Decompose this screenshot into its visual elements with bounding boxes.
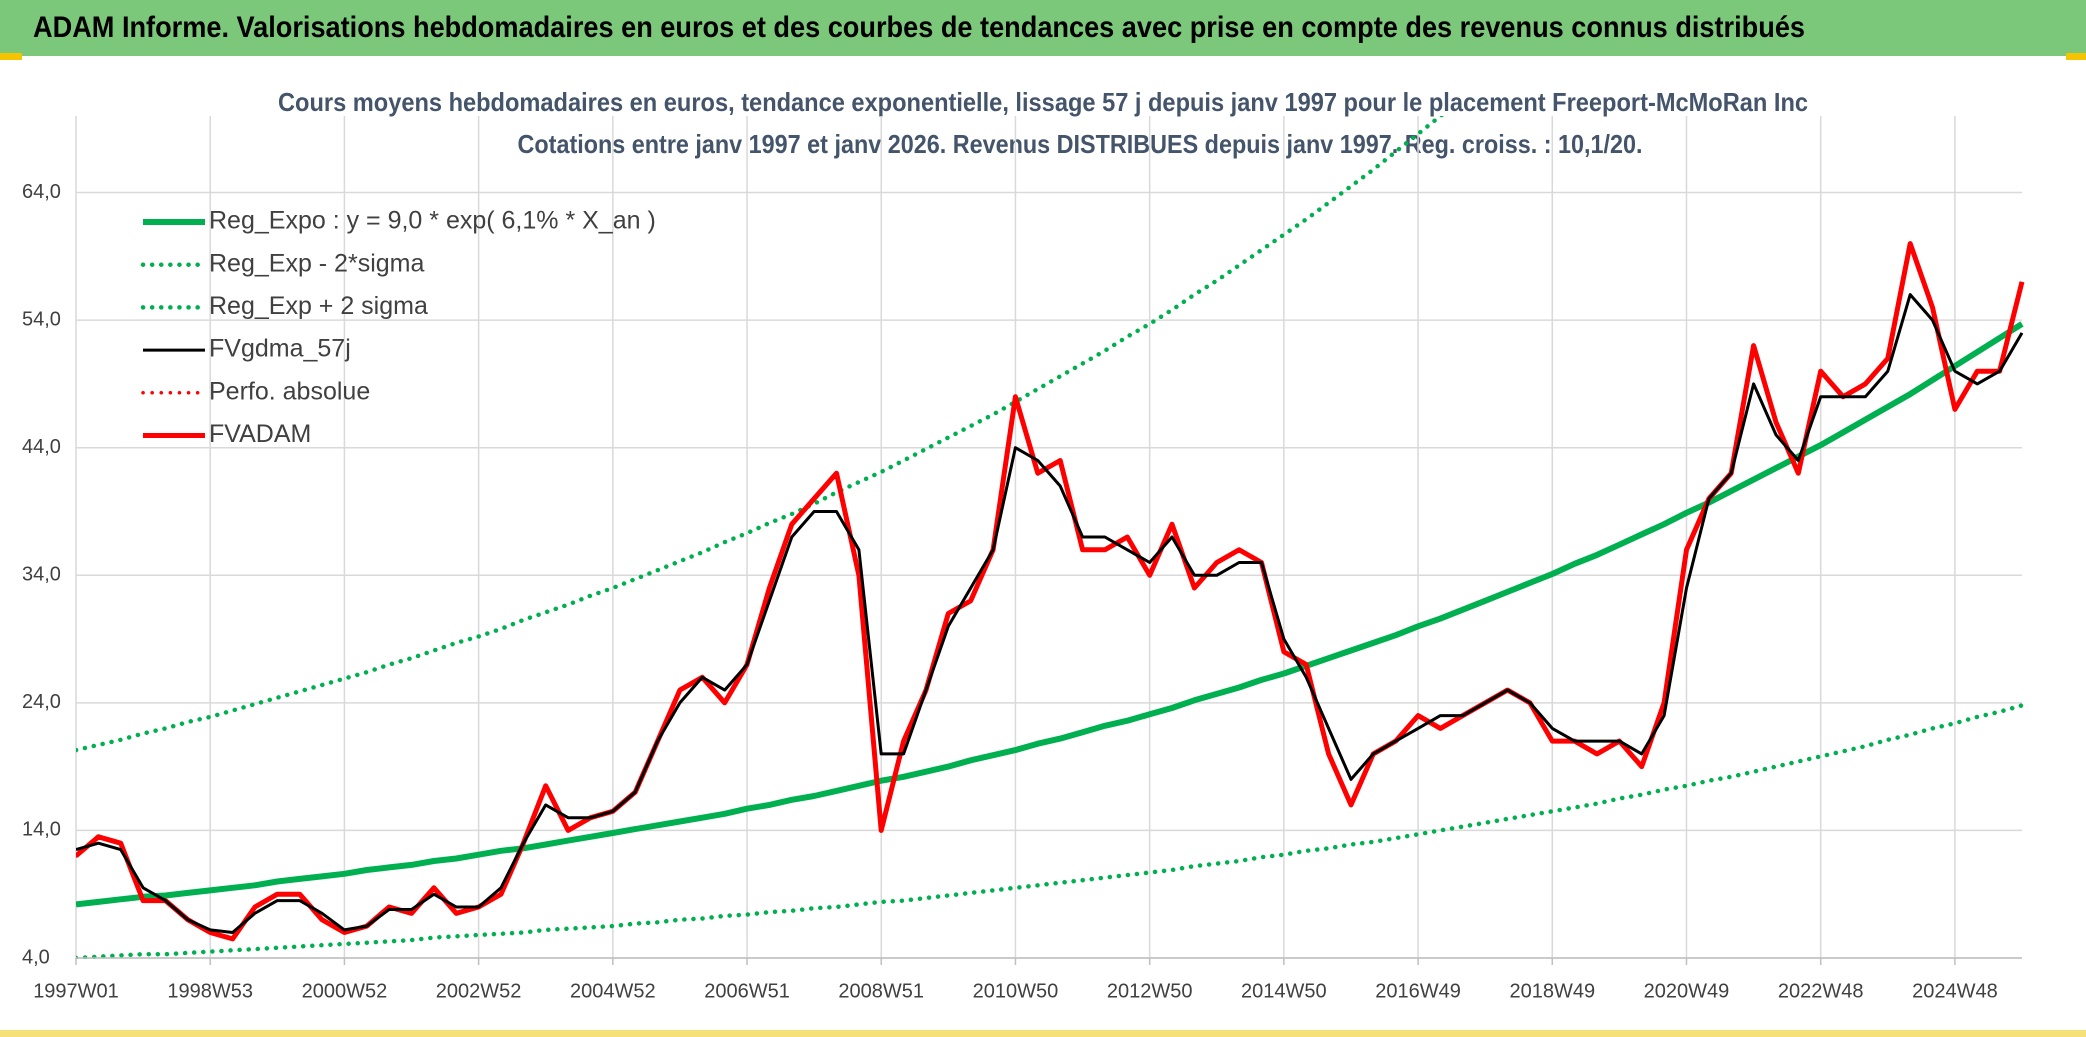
y-tick-label: 44,0	[22, 436, 61, 458]
legend: Reg_Expo : y = 9,0 * exp( 6,1% * X_an ) R…	[140, 207, 656, 448]
x-tick-label: 1997W01	[33, 980, 119, 1002]
y-tick-label: 64,0	[22, 181, 61, 203]
y-tick-label: 14,0	[22, 819, 61, 841]
x-tick-label: 2016W49	[1375, 980, 1461, 1002]
legend-label: Perfo. absolue	[209, 377, 370, 405]
axes: 4,0 14,0 24,0 34,0 44,0 54,0 64,0 1997W01 1998W5…	[22, 181, 2022, 1002]
x-tick-label: 2008W51	[838, 980, 924, 1002]
x-tick-label: 2022W48	[1778, 980, 1864, 1002]
corner-accent	[0, 53, 22, 60]
y-tick-label: 4,0	[22, 946, 50, 968]
x-tick-label: 2012W50	[1107, 980, 1193, 1002]
legend-label: FVADAM	[209, 420, 311, 448]
y-tick-label: 34,0	[22, 564, 61, 586]
x-tick-label: 1998W53	[167, 980, 253, 1002]
y-tick-label: 54,0	[22, 308, 61, 330]
series-line	[76, 293, 2024, 934]
y-tick-label: 24,0	[22, 691, 61, 713]
x-tick-label: 2018W49	[1509, 980, 1595, 1002]
x-tick-label: 2010W50	[973, 980, 1059, 1002]
x-tick-label: 2002W52	[436, 980, 522, 1002]
header-bar	[0, 0, 2086, 56]
header-title: ADAM Informe. Valorisations hebdomadaire…	[33, 11, 1805, 44]
legend-label: Reg_Exp + 2 sigma	[209, 292, 428, 320]
corner-accent	[2066, 53, 2086, 60]
x-tick-label: 2014W50	[1241, 980, 1327, 1002]
legend-label: Reg_Expo : y = 9,0 * exp( 6,1% * X_an )	[209, 207, 656, 235]
x-tick-label: 2004W52	[570, 980, 656, 1002]
chart-title: Cours moyens hebdomadaires en euros, ten…	[278, 87, 1808, 117]
x-tick-label: 2024W48	[1912, 980, 1998, 1002]
legend-label: Reg_Exp - 2*sigma	[209, 249, 424, 277]
series-line	[76, 116, 1445, 753]
chart-subtitle: Cotations entre janv 1997 et janv 2026. …	[518, 129, 1643, 159]
series-line	[76, 321, 2024, 908]
x-tick-label: 2000W52	[302, 980, 388, 1002]
legend-label: FVgdma_57j	[209, 335, 351, 363]
bottom-border	[0, 1030, 2086, 1037]
x-tick-label: 2006W51	[704, 980, 790, 1002]
plot-area	[76, 116, 2025, 959]
x-tick-label: 2020W49	[1644, 980, 1730, 1002]
grid	[75, 116, 2022, 959]
